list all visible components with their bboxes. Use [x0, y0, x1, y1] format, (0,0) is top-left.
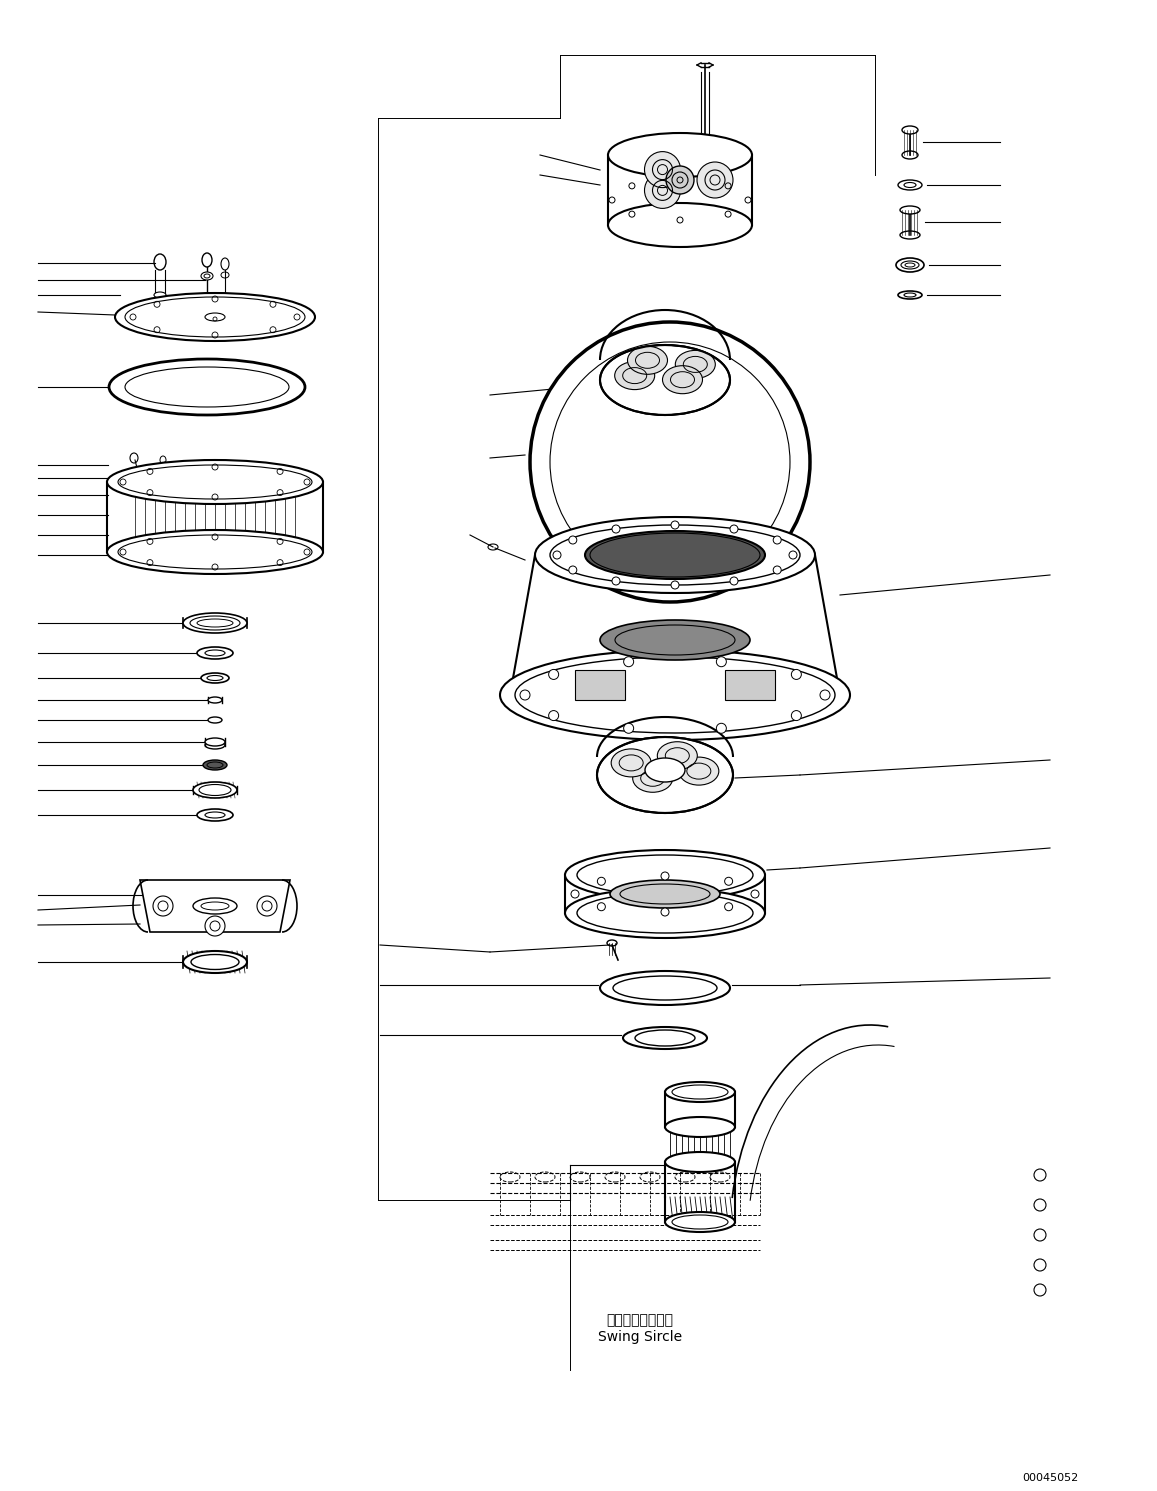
Ellipse shape [202, 253, 212, 267]
Circle shape [671, 520, 679, 529]
Circle shape [597, 902, 605, 911]
Ellipse shape [898, 180, 922, 189]
Ellipse shape [201, 271, 213, 280]
Circle shape [597, 877, 605, 886]
Ellipse shape [183, 951, 246, 974]
Ellipse shape [500, 650, 850, 740]
Ellipse shape [607, 203, 752, 248]
Circle shape [548, 711, 559, 720]
Circle shape [791, 711, 802, 720]
Ellipse shape [208, 696, 222, 702]
Ellipse shape [665, 1082, 735, 1102]
Ellipse shape [183, 613, 246, 634]
Ellipse shape [201, 672, 229, 683]
Circle shape [612, 577, 620, 584]
Ellipse shape [597, 737, 734, 813]
Ellipse shape [115, 294, 315, 341]
Ellipse shape [585, 531, 765, 579]
Circle shape [519, 690, 530, 699]
Ellipse shape [657, 741, 698, 769]
Circle shape [553, 552, 561, 559]
Circle shape [569, 535, 577, 544]
Circle shape [153, 896, 174, 915]
Ellipse shape [622, 1027, 707, 1050]
Ellipse shape [205, 738, 224, 746]
Circle shape [644, 173, 680, 209]
Ellipse shape [611, 748, 651, 777]
Ellipse shape [202, 760, 227, 769]
Circle shape [205, 915, 224, 936]
Ellipse shape [535, 517, 815, 593]
Ellipse shape [902, 127, 918, 134]
Text: スイングサークル: スイングサークル [606, 1314, 673, 1327]
Circle shape [572, 890, 578, 898]
Ellipse shape [633, 765, 672, 792]
Circle shape [773, 535, 781, 544]
Circle shape [569, 567, 577, 574]
Ellipse shape [106, 529, 323, 574]
Ellipse shape [565, 850, 765, 901]
Circle shape [661, 872, 669, 880]
Circle shape [751, 890, 759, 898]
Ellipse shape [614, 362, 655, 389]
Text: Swing Sircle: Swing Sircle [598, 1330, 683, 1343]
Ellipse shape [221, 258, 229, 270]
Ellipse shape [600, 971, 730, 1005]
Circle shape [612, 525, 620, 532]
Ellipse shape [679, 757, 718, 786]
Ellipse shape [197, 647, 233, 659]
Ellipse shape [900, 206, 920, 215]
Circle shape [716, 656, 727, 666]
Ellipse shape [600, 620, 750, 661]
Ellipse shape [644, 757, 685, 781]
Ellipse shape [665, 1212, 735, 1232]
Ellipse shape [193, 781, 237, 798]
Ellipse shape [109, 359, 305, 414]
Ellipse shape [208, 717, 222, 723]
Ellipse shape [663, 365, 702, 394]
Bar [575, 669, 625, 699]
Circle shape [716, 723, 727, 734]
Ellipse shape [627, 346, 668, 374]
Ellipse shape [607, 133, 752, 177]
Circle shape [730, 577, 738, 584]
Ellipse shape [154, 292, 165, 298]
Circle shape [671, 581, 679, 589]
Circle shape [624, 656, 634, 666]
Circle shape [724, 877, 732, 886]
Circle shape [791, 669, 802, 680]
Circle shape [644, 152, 680, 188]
Circle shape [624, 723, 634, 734]
Circle shape [789, 552, 797, 559]
Ellipse shape [197, 810, 233, 822]
Ellipse shape [665, 1153, 735, 1172]
Circle shape [773, 567, 781, 574]
Circle shape [666, 166, 694, 194]
Ellipse shape [600, 344, 730, 414]
Circle shape [257, 896, 277, 915]
Bar [725, 669, 775, 699]
Ellipse shape [154, 253, 165, 270]
Ellipse shape [530, 322, 810, 602]
Ellipse shape [896, 258, 924, 271]
Circle shape [661, 908, 669, 915]
Circle shape [724, 902, 732, 911]
Polygon shape [140, 880, 290, 932]
Ellipse shape [676, 350, 715, 379]
Text: 00045052: 00045052 [1022, 1473, 1078, 1484]
Ellipse shape [106, 461, 323, 504]
Ellipse shape [193, 898, 237, 914]
Circle shape [548, 669, 559, 680]
Ellipse shape [665, 1117, 735, 1138]
Circle shape [730, 525, 738, 532]
Ellipse shape [565, 889, 765, 938]
Circle shape [697, 163, 734, 198]
Circle shape [820, 690, 830, 699]
Ellipse shape [898, 291, 922, 300]
Ellipse shape [610, 880, 720, 908]
